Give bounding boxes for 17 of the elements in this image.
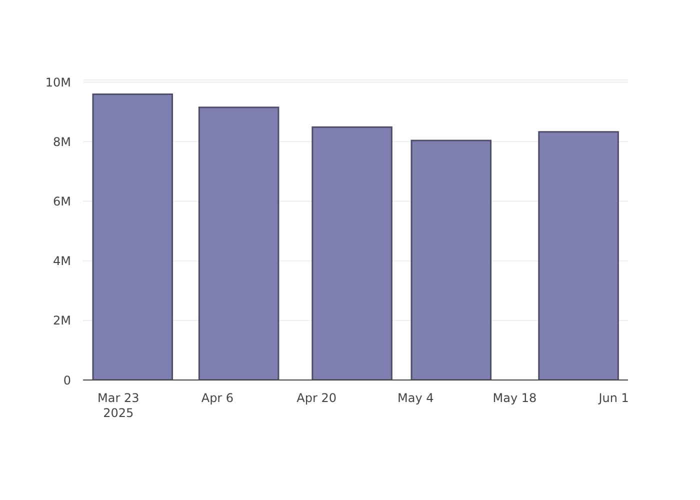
y-tick-label: 4M: [53, 254, 71, 268]
x-tick-label: Apr 20: [296, 391, 336, 405]
x-tick-label: May 18: [492, 391, 537, 405]
bar: [538, 131, 619, 380]
y-tick-label: 0: [63, 373, 71, 388]
bar: [312, 126, 392, 380]
bar: [410, 140, 492, 380]
bar: [198, 106, 280, 380]
y-tick-label: 8M: [53, 134, 71, 149]
x-tick-label: Mar 23 2025: [98, 391, 140, 420]
x-tick-label: May 4: [398, 391, 434, 405]
y-tick-label: 2M: [53, 314, 71, 328]
bar: [92, 94, 174, 380]
x-tick-label: Jun 1: [598, 391, 629, 405]
x-tick-label: Apr 6: [201, 391, 234, 405]
y-tick-label: 6M: [53, 194, 71, 209]
y-tick-label: 10M: [45, 75, 71, 90]
